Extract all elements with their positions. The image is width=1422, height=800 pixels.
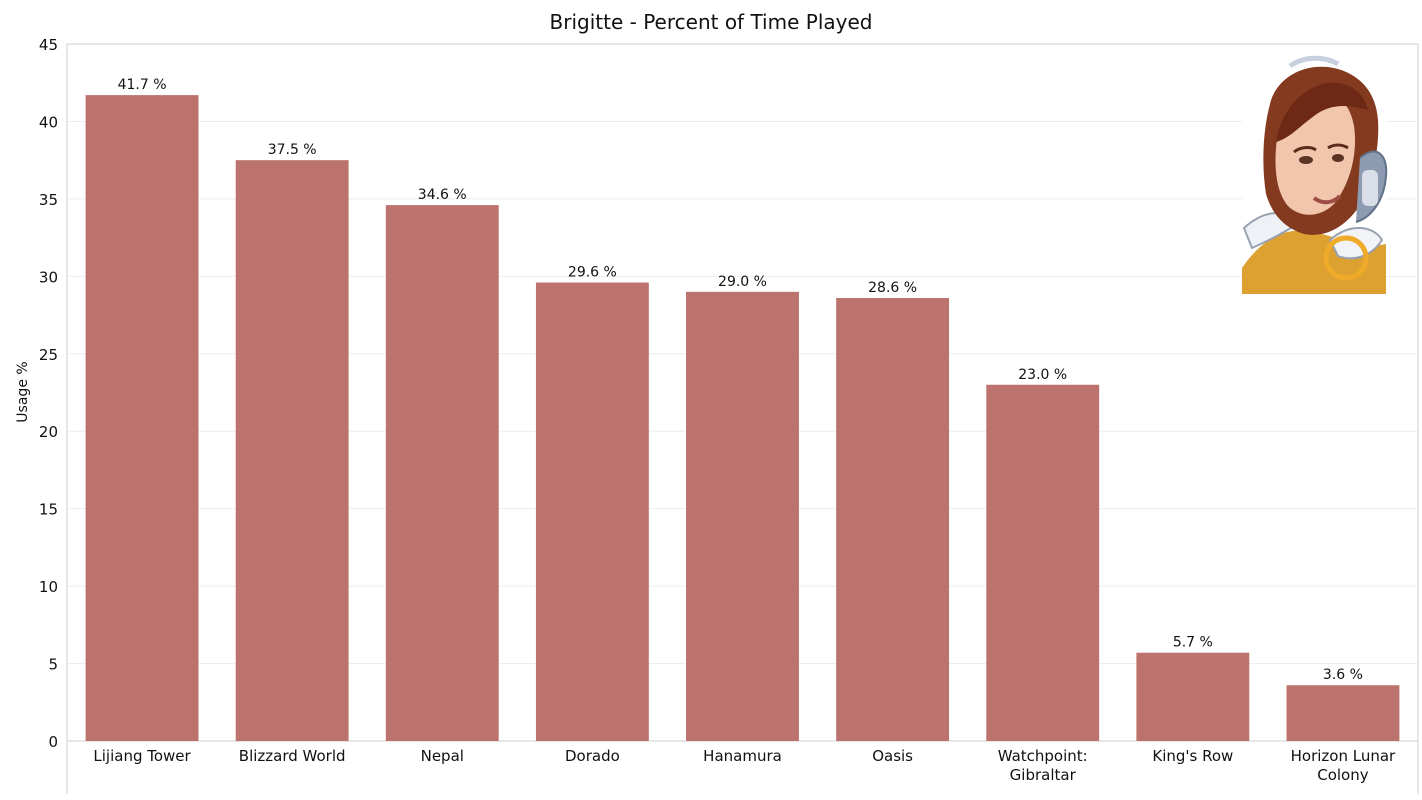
x-tick-label: Watchpoint: Gibraltar xyxy=(998,747,1088,784)
bar-oasis xyxy=(836,298,950,741)
data-label: 41.7 % xyxy=(118,77,167,93)
bar-dorado xyxy=(535,282,649,741)
bar-hanamura xyxy=(686,291,799,741)
y-tick-label: 10 xyxy=(39,578,58,596)
bar-lijiang-tower xyxy=(85,95,199,741)
y-tick-label: 25 xyxy=(39,346,58,364)
chart-title: Brigitte - Percent of Time Played xyxy=(550,10,873,34)
y-tick-label: 35 xyxy=(39,191,58,209)
brigitte-portrait-icon xyxy=(1242,55,1388,294)
x-tick-label: King's Row xyxy=(1152,747,1233,765)
y-tick-label: 45 xyxy=(39,36,58,54)
x-tick-label-layer: Lijiang Tower Blizzard World Nepal Dorado Ha… xyxy=(93,747,1396,784)
x-tick-label: Oasis xyxy=(872,747,913,765)
data-label: 29.6 % xyxy=(568,265,617,281)
data-label: 34.6 % xyxy=(418,187,467,203)
data-label: 29.0 % xyxy=(718,274,767,290)
bar-blizzard-world xyxy=(235,160,349,741)
bar-horizon-lunar-colony xyxy=(1286,685,1400,741)
x-tick-label: Dorado xyxy=(565,747,620,765)
data-label: 5.7 % xyxy=(1173,635,1213,651)
data-label: 28.6 % xyxy=(868,280,917,296)
data-label: 23.0 % xyxy=(1018,367,1067,383)
bar-nepal xyxy=(385,205,499,741)
x-tick-label: Lijiang Tower xyxy=(93,747,191,765)
x-tick-label: Hanamura xyxy=(703,747,782,765)
y-tick-label: 15 xyxy=(39,501,58,519)
x-tick-label: Nepal xyxy=(421,747,464,765)
y-axis-label: Usage % xyxy=(15,361,31,422)
y-tick-label: 30 xyxy=(39,268,58,286)
y-tick-label: 0 xyxy=(48,733,58,751)
y-tick-label: 20 xyxy=(39,423,58,441)
bar-king-s-row xyxy=(1136,652,1250,741)
data-label: 3.6 % xyxy=(1323,667,1363,683)
bar-layer xyxy=(85,95,1400,741)
data-label: 37.5 % xyxy=(268,142,317,158)
y-tick-label-layer: 0 5 10 15 20 25 30 35 40 45 xyxy=(39,36,58,751)
data-label-layer: 41.7 % 37.5 % 34.6 % 29.6 % 29.0 % 28.6 % 23.0… xyxy=(118,77,1363,683)
x-tick-label: Blizzard World xyxy=(239,747,346,765)
y-tick-label: 5 xyxy=(48,656,58,674)
bar-watchpoint-gibraltar xyxy=(986,384,1100,741)
x-tick-label: Horizon Lunar Colony xyxy=(1291,747,1396,784)
y-tick-label: 40 xyxy=(39,113,58,131)
